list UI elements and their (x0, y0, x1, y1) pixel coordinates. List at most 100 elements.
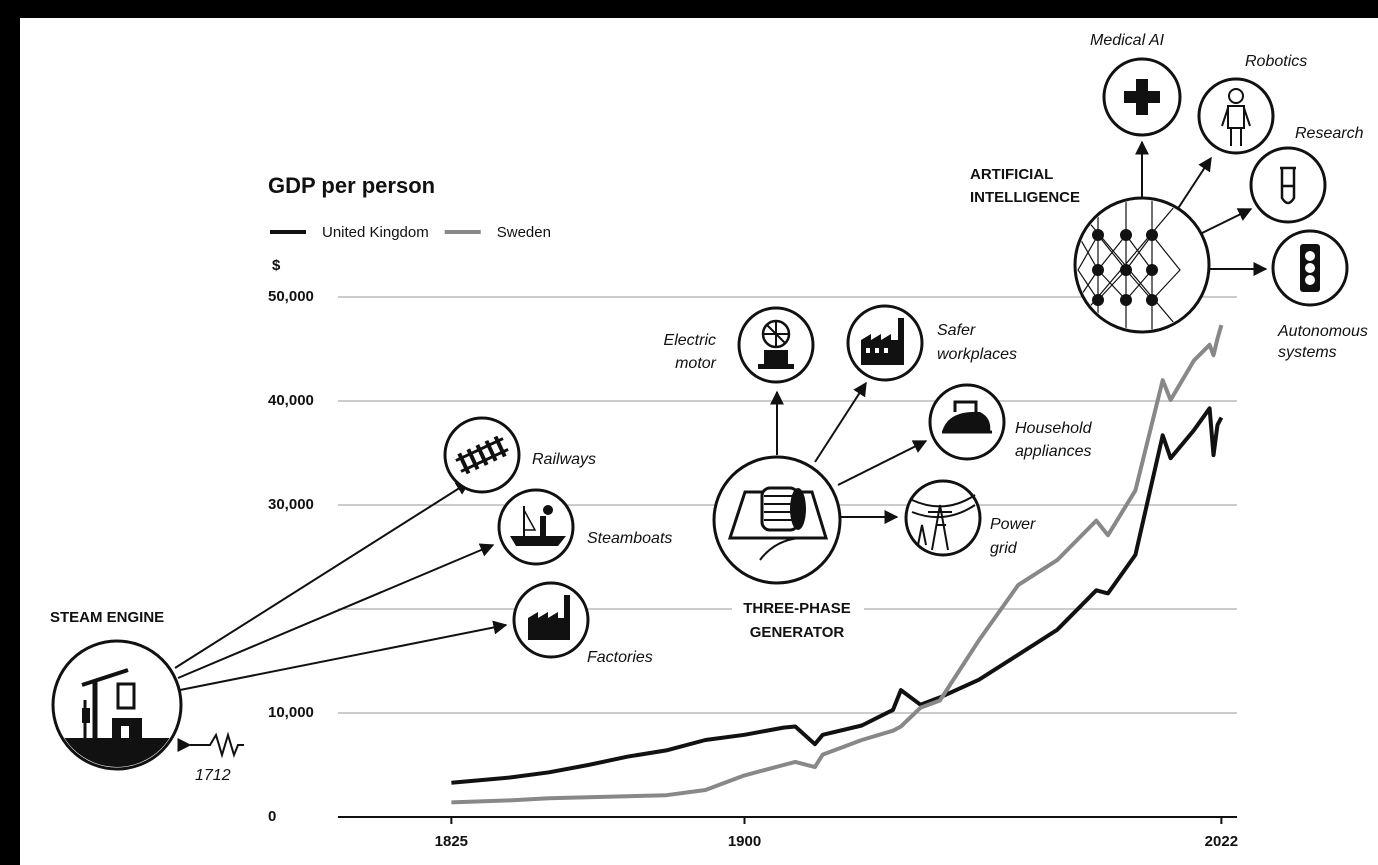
railways-icon-part (455, 435, 509, 475)
arrows (174, 140, 1268, 759)
ai-icon-part-part (1146, 229, 1158, 241)
arrows-part (174, 481, 471, 669)
annotation: Household (1015, 420, 1093, 437)
household-appliances-icon-part (942, 411, 991, 432)
generator-icon (712, 455, 842, 585)
research-icon-part (1280, 166, 1296, 205)
railways-icon-part-part (493, 435, 507, 458)
electric-motor-icon-part (758, 364, 794, 369)
power-grid-icon-part (917, 524, 927, 546)
arrows-part (1197, 208, 1253, 236)
ai-icon-part-part (1120, 229, 1132, 241)
safer-workplaces-icon-part (884, 348, 888, 353)
annotation: Factories (587, 649, 653, 666)
annotation: ARTIFICIAL (970, 166, 1053, 183)
robotics-icon-part (1197, 77, 1275, 155)
annotation: systems (1278, 344, 1337, 361)
steam-engine-icon-part-part (82, 708, 90, 723)
steamboats-icon (497, 488, 575, 566)
ai-icon-part-part (1092, 264, 1104, 276)
annotation: GENERATOR (750, 624, 845, 641)
series (451, 324, 1224, 805)
background (20, 18, 1378, 865)
annotation: STEAM ENGINE (50, 609, 164, 626)
annotation: grid (990, 540, 1018, 557)
robotics-icon-part (1221, 105, 1251, 146)
x-tick-label: 2022 (1205, 833, 1238, 850)
steam-engine-icon-part-part (81, 668, 129, 687)
x-tick-label: 1900 (728, 833, 761, 850)
safer-workplaces-icon-part (866, 348, 870, 353)
ai-icon-part (1073, 196, 1211, 334)
y-axis-label: $ (272, 257, 281, 274)
annotation: Power (990, 516, 1036, 533)
generator-icon-part (790, 488, 806, 530)
y-tick-label: 10,000 (268, 704, 314, 721)
autonomous-systems-icon-part (1305, 251, 1315, 261)
y-tick-label: 50,000 (268, 288, 314, 305)
research-icon (1249, 146, 1327, 224)
arrows-part (177, 731, 244, 759)
axes: 0 10,000 30,000 40,000 50,000 1825 1900 2022 (268, 288, 1238, 850)
safer-workplaces-icon-part (861, 318, 904, 365)
electric-motor-icon (737, 306, 815, 384)
legend: United Kingdom Sweden (270, 224, 551, 241)
autonomous-systems-icon-part (1305, 263, 1315, 273)
series-line (451, 406, 1224, 785)
ai-icon-part-part (1092, 294, 1104, 306)
legend-label: United Kingdom (322, 224, 429, 241)
annotation: Electric (664, 332, 716, 349)
arrows-part (814, 381, 867, 463)
y-tick-label: 30,000 (268, 496, 314, 513)
steamboats-icon-part (497, 488, 575, 566)
robotics-icon (1197, 77, 1275, 155)
annotation: motor (675, 355, 717, 372)
series-line (451, 324, 1224, 805)
railways-icon-part-part (466, 448, 480, 471)
railways-icon-part-part (475, 444, 489, 466)
robotics-icon-part (1228, 88, 1244, 104)
autonomous-systems-icon-part (1305, 275, 1315, 285)
medical-ai-icon (1102, 57, 1182, 137)
factories-icon (512, 581, 590, 659)
annotation: THREE-PHASE (743, 600, 851, 617)
ai-icon-part-part (1146, 264, 1158, 276)
label-background (732, 596, 864, 646)
ai-icon-part-part (1120, 294, 1132, 306)
steamboats-icon-part (523, 509, 537, 531)
power-grid-icon-part (911, 494, 976, 519)
y-tick-label: 0 (268, 808, 276, 825)
autonomous-systems-icon (1271, 229, 1349, 307)
steam-engine-icon (51, 639, 183, 771)
electric-motor-icon-part (764, 350, 788, 364)
annotation: Safer (937, 322, 976, 339)
household-appliances-icon (928, 383, 1006, 461)
arrows-part (179, 620, 508, 691)
steamboats-icon-part (543, 505, 553, 515)
power-grid-icon-part (928, 504, 952, 551)
annotation: workplaces (937, 346, 1017, 363)
ai-icon (1073, 196, 1211, 334)
medical-ai-icon-part (1124, 79, 1160, 115)
arrows-part (837, 440, 928, 486)
y-tick-label: 40,000 (268, 392, 314, 409)
household-appliances-icon-part (953, 400, 978, 412)
factories-icon-part (528, 595, 570, 640)
safer-workplaces-icon-part (875, 348, 879, 353)
annotation: 1712 (195, 767, 231, 784)
steamboats-icon-part (540, 516, 546, 536)
annotation: INTELLIGENCE (970, 189, 1080, 206)
ai-icon-part (1092, 229, 1158, 306)
generator-icon-part (759, 537, 801, 561)
x-tick-label: 1825 (435, 833, 468, 850)
annotation: Research (1295, 125, 1364, 142)
railways-icon (443, 416, 521, 494)
legend-label: Sweden (497, 224, 551, 241)
annotation: Medical AI (1090, 32, 1165, 49)
railways-icon-part-part (484, 439, 498, 462)
annotation: appliances (1015, 443, 1092, 460)
chart-title: GDP per person (268, 173, 435, 198)
annotation: Railways (532, 451, 596, 468)
